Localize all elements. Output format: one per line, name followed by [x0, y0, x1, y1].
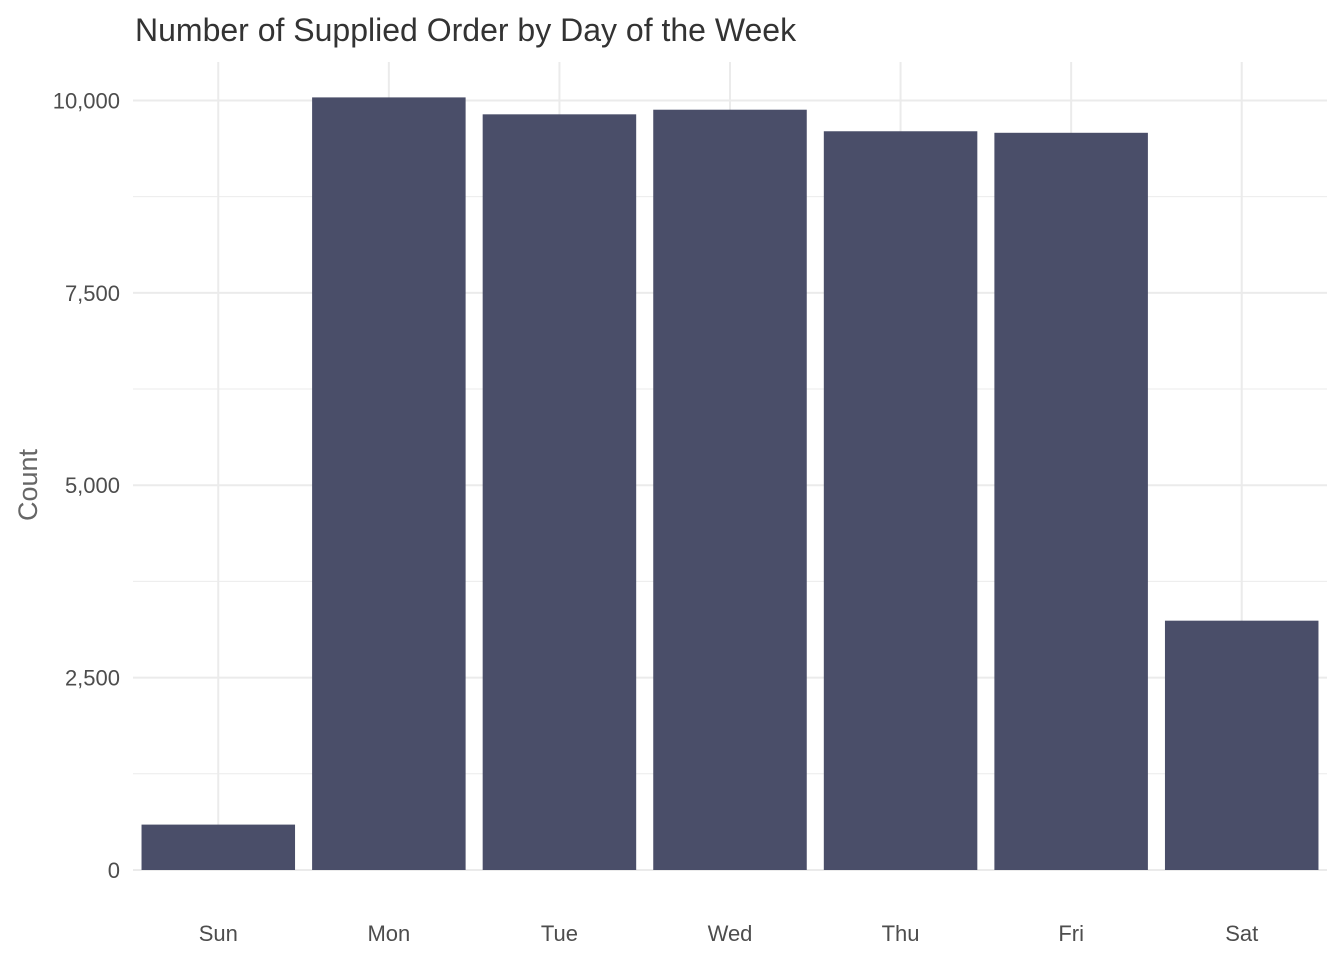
y-tick-label: 10,000 — [53, 88, 120, 113]
y-axis-title: Count — [13, 448, 43, 521]
bar-layer — [141, 97, 1319, 871]
x-tick-label: Fri — [1058, 921, 1084, 946]
x-tick-label: Mon — [367, 921, 410, 946]
bar-thu — [823, 131, 978, 870]
chart-title: Number of Supplied Order by Day of the W… — [135, 12, 797, 48]
y-tick-label: 2,500 — [65, 666, 120, 691]
x-tick-label: Sat — [1225, 921, 1258, 946]
bar-wed — [653, 109, 807, 871]
x-tick-label: Sun — [199, 921, 238, 946]
x-tick-label: Wed — [708, 921, 753, 946]
bar-tue — [482, 114, 637, 870]
x-tick-labels: Sun Mon Tue Wed Thu Fri Sat — [199, 921, 1259, 946]
bar-mon — [312, 97, 466, 871]
x-tick-label: Tue — [541, 921, 578, 946]
y-tick-label: 7,500 — [65, 281, 120, 306]
y-tick-labels: 0 2,500 5,000 7,500 10,000 — [53, 88, 120, 883]
bar-sat — [1164, 620, 1319, 870]
bar-fri — [994, 132, 1148, 870]
y-tick-label: 0 — [108, 858, 120, 883]
bar-sun — [141, 824, 296, 870]
x-tick-label: Thu — [882, 921, 920, 946]
y-tick-label: 5,000 — [65, 473, 120, 498]
